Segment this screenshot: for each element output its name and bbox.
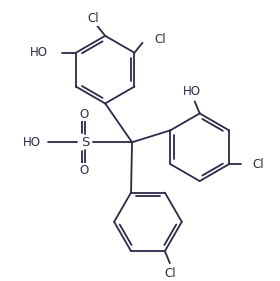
Text: Cl: Cl [253,158,265,171]
Text: Cl: Cl [164,266,176,280]
Text: HO: HO [183,85,201,98]
Text: S: S [81,136,90,149]
Text: Cl: Cl [154,33,166,46]
Text: Cl: Cl [87,12,99,25]
Text: O: O [80,164,89,177]
Text: O: O [80,108,89,121]
Text: HO: HO [22,136,41,149]
Text: HO: HO [30,46,48,59]
